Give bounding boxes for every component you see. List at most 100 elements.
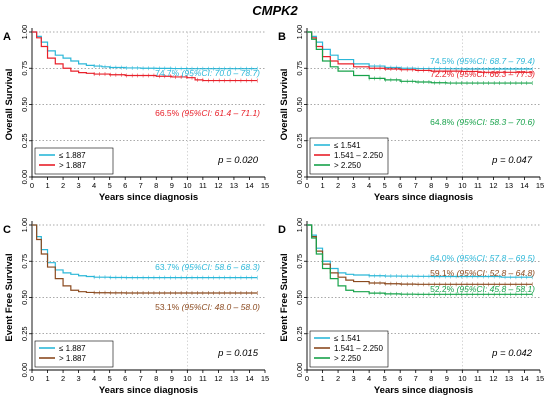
x-tick-label: 15: [536, 181, 544, 190]
x-axis-label: Years since diagnosis: [99, 192, 198, 203]
x-tick-label: 5: [383, 374, 387, 383]
x-tick-label: 5: [383, 181, 387, 190]
legend-label: 1.541 – 2.250: [334, 151, 383, 160]
y-tick-label: 0.50: [20, 290, 29, 305]
y-tick-label: 1.00: [295, 25, 304, 40]
survival-annotation: 52.2% (95%CI: 45.8 – 58.1): [430, 284, 535, 294]
x-tick-label: 3: [352, 374, 356, 383]
x-tick-label: 11: [474, 374, 482, 383]
x-axis-label: Years since diagnosis: [99, 385, 198, 396]
y-tick-label: 0.00: [295, 363, 304, 378]
y-axis-label: Overall Survival: [4, 69, 15, 141]
annotation-value: 63.7%: [155, 262, 181, 272]
x-tick-label: 0: [30, 181, 34, 190]
y-tick-label: 1.00: [20, 25, 29, 40]
x-tick-label: 0: [305, 374, 309, 383]
legend-label: ≤ 1.887: [59, 344, 86, 353]
annotation-value: 52.2%: [430, 284, 456, 294]
x-tick-label: 10: [458, 181, 466, 190]
x-tick-label: 6: [398, 374, 402, 383]
x-tick-label: 12: [489, 374, 497, 383]
legend-label: 1.541 – 2.250: [334, 344, 383, 353]
y-tick-label: 0.75: [20, 61, 29, 76]
x-tick-label: 10: [183, 374, 191, 383]
legend-label: ≤ 1.541: [334, 334, 361, 343]
p-value: p = 0.042: [491, 348, 533, 359]
survival-annotation: 72.2% (95%CI: 66.3 – 77.3): [430, 69, 535, 79]
annotation-value: 64.8%: [430, 117, 456, 127]
legend-label: > 2.250: [334, 354, 361, 363]
annotation-value: 64.0%: [430, 253, 456, 263]
legend-label: ≤ 1.887: [59, 151, 86, 160]
x-tick-label: 13: [505, 374, 513, 383]
y-axis-label: Event Free Survival: [279, 253, 290, 341]
series-line-2: [307, 31, 533, 73]
survival-annotation: 53.1% (95%CI: 48.0 – 58.0): [155, 302, 260, 312]
annotation-value: 74.7%: [155, 68, 181, 78]
survival-annotation: 64.0% (95%CI: 57.8 – 69.5): [430, 253, 535, 263]
y-tick-label: 0.50: [20, 97, 29, 112]
x-tick-label: 7: [139, 181, 143, 190]
panel-a: A0.000.250.500.751.000 1 2 3 4 5 6 7 8 9 10 11 12 13 1…: [3, 25, 269, 203]
x-tick-label: 14: [520, 374, 528, 383]
x-tick-label: 4: [92, 374, 96, 383]
x-tick-label: 15: [261, 374, 269, 383]
annotation-ci: (95%CI: 48.0 – 58.0): [182, 302, 261, 312]
x-tick-label: 15: [261, 181, 269, 190]
x-tick-label: 12: [489, 181, 497, 190]
x-tick-label: 12: [214, 181, 222, 190]
legend-label: > 2.250: [334, 161, 361, 170]
x-tick-label: 9: [445, 181, 449, 190]
x-tick-label: 9: [170, 181, 174, 190]
x-tick-label: 2: [336, 181, 340, 190]
p-value: p = 0.015: [217, 348, 259, 359]
x-tick-label: 2: [61, 374, 65, 383]
y-tick-label: 0.00: [295, 170, 304, 185]
legend-label: ≤ 1.541: [334, 141, 361, 150]
x-tick-label: 4: [92, 181, 96, 190]
x-tick-label: 1: [320, 181, 324, 190]
x-tick-label: 3: [77, 374, 81, 383]
series-line-2: [32, 224, 258, 294]
annotation-value: 66.5%: [155, 108, 181, 118]
x-tick-label: 7: [414, 181, 418, 190]
x-tick-label: 14: [245, 374, 253, 383]
x-tick-label: 10: [458, 374, 466, 383]
y-tick-label: 0.75: [295, 254, 304, 269]
x-tick-label: 8: [429, 181, 433, 190]
annotation-ci: (95%CI: 70.0 – 78.7): [182, 68, 261, 78]
x-tick-label: 3: [352, 181, 356, 190]
annotation-ci: (95%CI: 68.7 – 79.4): [457, 56, 536, 66]
x-tick-label: 1: [45, 374, 49, 383]
legend-box: [34, 340, 114, 368]
x-tick-label: 14: [520, 181, 528, 190]
annotation-value: 72.2%: [430, 69, 456, 79]
legend-label: > 1.887: [59, 161, 86, 170]
x-axis-label: Years since diagnosis: [374, 385, 473, 396]
x-tick-label: 15: [536, 374, 544, 383]
annotation-ci: (95%CI: 45.8 – 58.1): [457, 284, 536, 294]
legend-box: [309, 330, 389, 368]
panel-label: D: [278, 224, 286, 236]
annotation-ci: (95%CI: 57.8 – 69.5): [457, 253, 536, 263]
x-tick-label: 8: [154, 181, 158, 190]
series-line-1: [32, 224, 258, 279]
x-tick-label: 6: [398, 181, 402, 190]
survival-annotation: 59.1% (95%CI: 52.8 – 64.8): [430, 268, 535, 278]
series-line-2: [32, 31, 258, 82]
y-tick-label: 0.25: [20, 133, 29, 148]
y-tick-label: 0.75: [295, 61, 304, 76]
x-tick-label: 4: [367, 374, 371, 383]
survival-annotation: 64.8% (95%CI: 58.3 – 70.6): [430, 117, 535, 127]
x-tick-label: 0: [30, 374, 34, 383]
x-tick-label: 10: [183, 181, 191, 190]
p-value: p = 0.047: [491, 155, 533, 166]
series-line-3: [307, 31, 533, 84]
y-tick-label: 1.00: [20, 218, 29, 233]
x-tick-label: 13: [505, 181, 513, 190]
y-tick-label: 0.25: [295, 326, 304, 341]
p-value: p = 0.020: [217, 155, 259, 166]
survival-annotation: 66.5% (95%CI: 61.4 – 71.1): [155, 108, 260, 118]
y-tick-label: 0.25: [295, 133, 304, 148]
